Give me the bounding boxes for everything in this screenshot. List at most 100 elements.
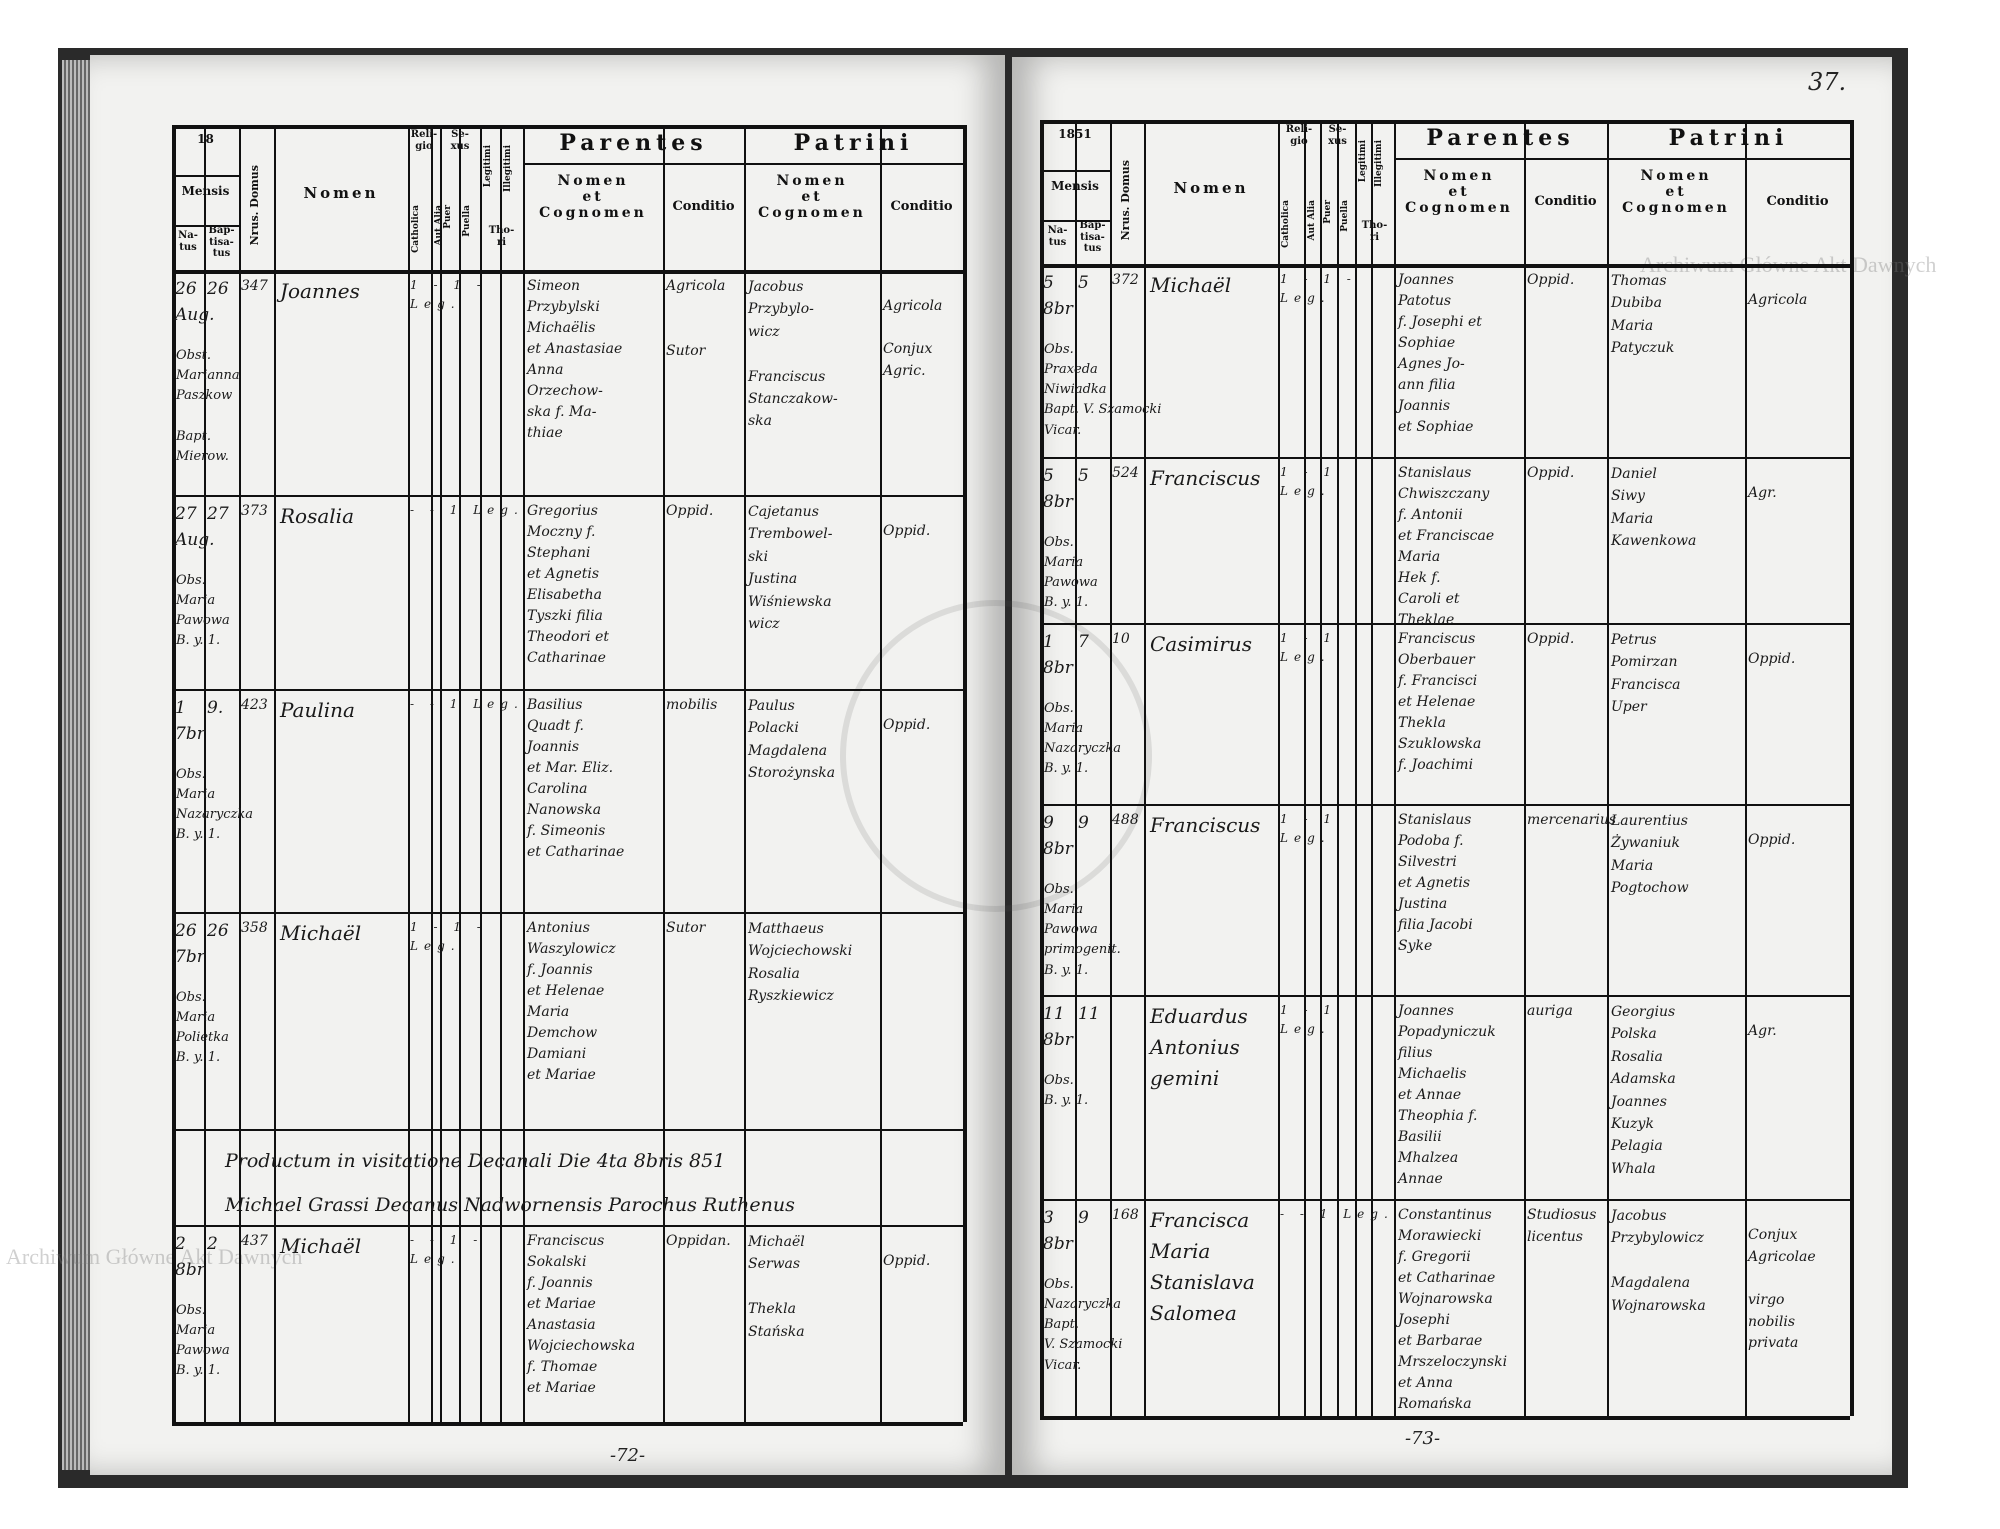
left-entry-marks: 1 - 1 - Leg.: [410, 278, 487, 311]
right-header-natus: Na- tus: [1047, 225, 1068, 248]
right-entry-nomen: Eduardus Antonius gemini: [1150, 1004, 1248, 1090]
left-column-line: [459, 125, 461, 1422]
left-entry-parents: Simeon Przybylski Michaëlis et Anastasia…: [527, 278, 623, 441]
left-column-line: [408, 125, 410, 1422]
right-column-line: [1320, 120, 1322, 1416]
left-header-nomen: Nomen: [303, 184, 379, 202]
right-header-domus: Nrus. Domus: [1119, 160, 1132, 241]
right-entry-natus: 3 8br: [1043, 1208, 1073, 1255]
left-entry-marks: 1 - 1 - Leg.: [410, 920, 487, 953]
left-column-line: [274, 125, 276, 1422]
left-header-parentes: Parentes: [559, 130, 708, 156]
left-table-rule: [172, 125, 963, 129]
right-entry-obstetrix: Obs. Maria Pawowa B. y. 1.: [1044, 535, 1098, 611]
right-header-legitimi: Legitimi: [1358, 140, 1368, 183]
archive-seal: [840, 600, 1152, 912]
right-entry-nomen: Francisca Maria Stanislava Salomea: [1150, 1208, 1255, 1325]
right-year-label: 1851: [1058, 127, 1092, 141]
left-entry-patrini: Paulus Polacki Magdalena Storożynska: [748, 698, 836, 782]
right-column-line: [1524, 120, 1526, 1416]
right-entry-parents: Stanislaus Chwiszczany f. Antonii et Fra…: [1398, 465, 1495, 628]
right-column-line: [1355, 120, 1357, 1416]
right-entry-natus: 5 8br: [1043, 273, 1073, 320]
left-header-patrini-conditio: Conditio: [890, 199, 953, 214]
left-entry-domus: 373: [241, 503, 268, 519]
right-column-line: [1337, 120, 1339, 1416]
left-entry-obstetrix: Obs. Maria Pawowa B. y. 1.: [176, 1303, 230, 1379]
right-entry-patrini: Laurentius Żywaniuk Maria Pogtochow: [1611, 813, 1689, 897]
left-entry-baptisatus: 27: [207, 504, 229, 524]
right-column-line: [1075, 120, 1077, 1416]
left-entry-parents_conditio: Oppid.: [666, 503, 714, 519]
left-header-baptisatus: Bap- tisa- tus: [208, 225, 235, 259]
left-entry-baptisatus: 9.: [207, 698, 224, 718]
right-entry-baptisatus: 9: [1078, 813, 1089, 833]
right-header-thori: Tho- ri: [1361, 220, 1388, 243]
right-header-mensis: Mensis: [1051, 179, 1099, 193]
right-header-patrini-nomen: Nomen et Cognomen: [1622, 168, 1730, 217]
left-parentes-rule: [523, 163, 963, 165]
left-entry-patrini_conditio: Oppid.: [883, 523, 931, 539]
left-entry-natus: 1 7br: [175, 698, 205, 745]
left-header-religio: Reli- gio: [410, 129, 438, 152]
left-header-legitimi: Legitimi: [483, 145, 493, 188]
right-entry-natus: 5 8br: [1043, 466, 1073, 513]
folio-number: 37.: [1808, 68, 1847, 96]
right-entry-parents: Franciscus Oberbauer f. Francisci et Hel…: [1398, 631, 1482, 773]
left-table-rule: [172, 1422, 963, 1426]
right-header-parentes-nomen: Nomen et Cognomen: [1405, 168, 1513, 217]
left-header-illegitimi: Illegitimi: [503, 145, 513, 193]
left-row-divider: [172, 1129, 963, 1131]
right-header-patrini: Patrini: [1668, 125, 1789, 151]
right-entry-baptisatus: 5: [1078, 273, 1089, 293]
right-entry-natus: 11 8br: [1043, 1004, 1073, 1051]
right-entry-nomen: Franciscus: [1150, 466, 1261, 490]
right-entry-patrini: Daniel Siwy Maria Kawenkowa: [1611, 466, 1697, 550]
right-header-illegitimi: Illegitimi: [1374, 140, 1384, 188]
right-entry-parents: Joannes Patotus f. Josephi et Sophiae Ag…: [1398, 272, 1482, 435]
right-entry-patrini: Petrus Pomirzan Francisca Uper: [1611, 632, 1681, 716]
left-page-number: -72-: [610, 1445, 646, 1466]
right-entry-marks: 1 - 1 Leg.: [1280, 1003, 1337, 1036]
right-column-line: [1040, 120, 1044, 1416]
left-entry-domus: 347: [241, 278, 268, 294]
right-table-rule: [1040, 264, 1850, 268]
left-entry-marks: - - 1 Leg.: [410, 697, 524, 711]
right-header-nomen: Nomen: [1173, 179, 1249, 197]
left-column-line: [880, 125, 882, 1422]
left-entry-patrini_conditio: Oppid.: [883, 717, 931, 733]
right-column-line: [1745, 120, 1747, 1416]
right-entry-patrini_conditio: Oppid.: [1748, 832, 1796, 848]
right-entry-parents_conditio: Oppid.: [1527, 631, 1575, 647]
right-page-number: -73-: [1405, 1428, 1441, 1449]
left-column-line: [663, 125, 665, 1422]
left-natus-rule: [172, 225, 239, 227]
left-entry-natus: 26 7br: [175, 921, 205, 968]
left-header-sexus: Se- xus: [450, 129, 470, 152]
left-mensis-rule: [172, 175, 239, 177]
right-table-rule: [1040, 1416, 1850, 1420]
left-entry-marks: - - 1 - Leg.: [410, 1233, 484, 1266]
left-header-parentes-nomen: Nomen et Cognomen: [539, 173, 647, 222]
left-entry-patrini_conditio: Oppid.: [883, 1253, 931, 1269]
right-row-divider: [1040, 1199, 1850, 1201]
right-entry-baptisatus: 7: [1078, 632, 1089, 652]
left-entry-patrini: Matthaeus Wojciechowski Rosalia Ryszkiew…: [748, 921, 853, 1005]
right-entry-nomen: Franciscus: [1150, 813, 1261, 837]
left-header-domus: Nrus. Domus: [248, 165, 261, 246]
right-row-divider: [1040, 804, 1850, 806]
right-entry-domus: 10: [1112, 631, 1130, 647]
right-entry-natus: 9 8br: [1043, 813, 1073, 860]
right-entry-baptisatus: 5: [1078, 466, 1089, 486]
left-column-line: [431, 125, 433, 1422]
right-entry-patrini: Jacobus Przybylowicz Magdalena Wojnarows…: [1611, 1208, 1706, 1314]
right-entry-nomen: Casimirus: [1150, 632, 1252, 656]
right-entry-marks: 1 - 1 Leg.: [1280, 465, 1337, 498]
right-table-rule: [1040, 120, 1850, 124]
left-table-rule: [172, 270, 963, 274]
left-entry-parents: Basilius Quadt f. Joannis et Mar. Eliz. …: [527, 697, 625, 860]
right-row-divider: [1040, 457, 1850, 459]
left-entry-parents_conditio: mobilis: [666, 697, 718, 713]
left-header-puer: Puer: [443, 205, 453, 229]
